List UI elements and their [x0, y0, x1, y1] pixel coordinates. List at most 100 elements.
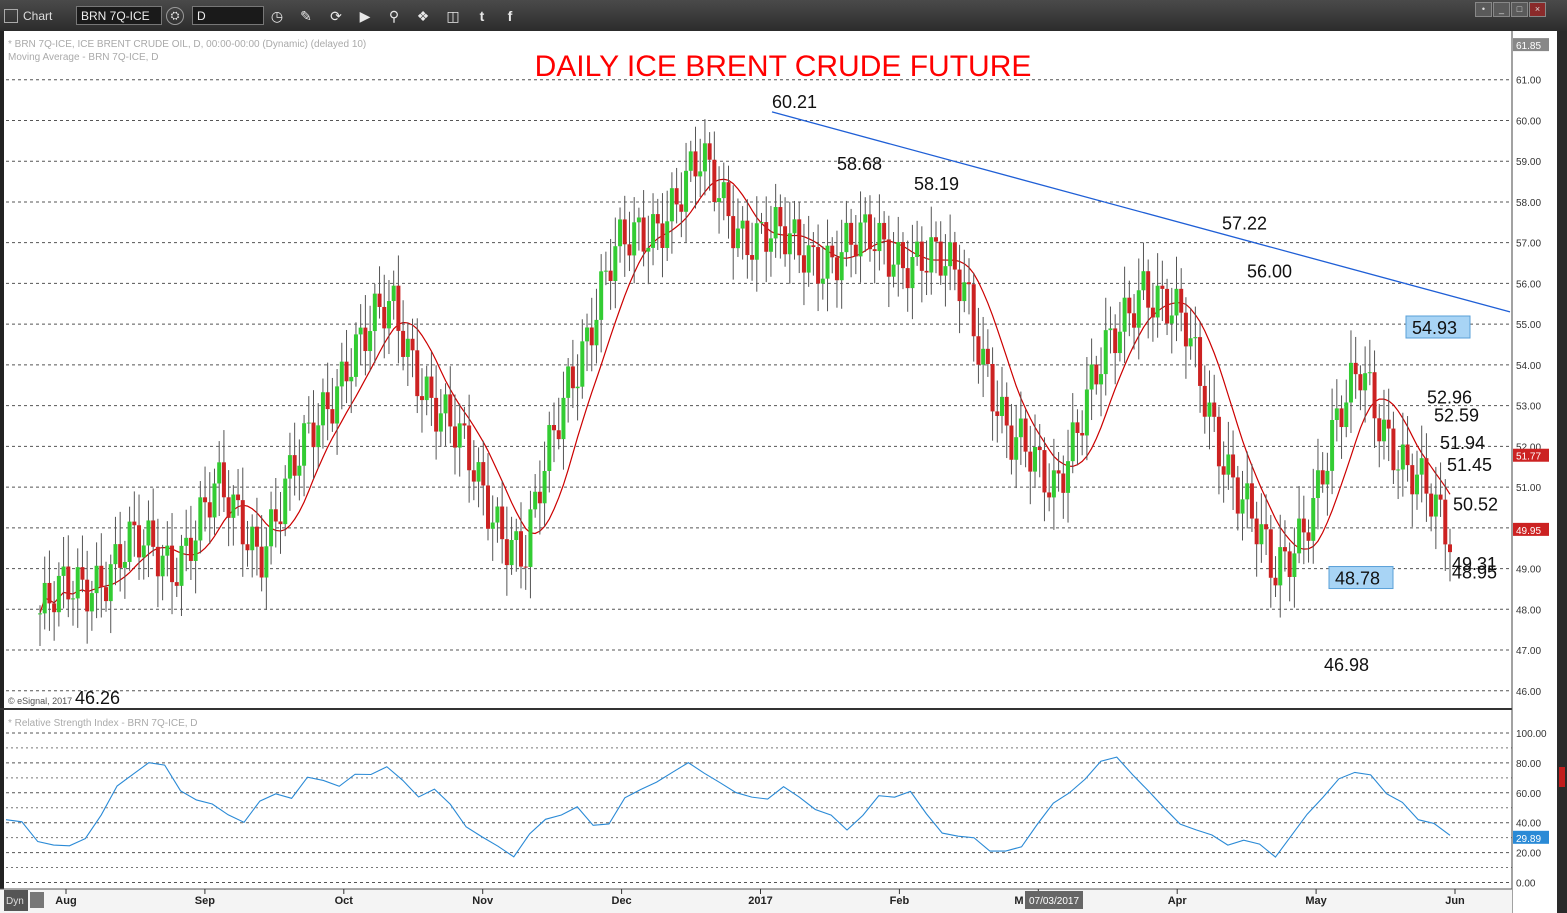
candle-body	[1414, 474, 1419, 495]
candle-body	[915, 241, 920, 258]
price-chart[interactable]: 61.85 61.00 60.00 59.00 58.00 57.00 56.00 55.00…	[0, 31, 1557, 913]
candle-body	[1136, 290, 1141, 328]
candle-body	[1433, 494, 1438, 517]
candle-body	[1339, 408, 1344, 428]
candle-body	[146, 520, 151, 546]
candle-body	[528, 509, 533, 567]
candle-body	[391, 285, 396, 302]
candle-body	[1113, 328, 1118, 354]
candle-body	[599, 271, 604, 320]
candle-body	[910, 257, 915, 289]
header-line-2: Moving Average - BRN 7Q-ICE, D	[8, 52, 158, 63]
dyn-button[interactable]	[4, 890, 28, 911]
candle-body	[401, 330, 406, 357]
date-label: May	[1305, 895, 1327, 907]
candle-body	[1226, 454, 1231, 475]
candle-body	[1282, 547, 1287, 552]
moving-average-layer	[39, 178, 1451, 614]
candle-body	[372, 293, 377, 332]
symbol-input[interactable]: BRN 7Q-ICE	[76, 6, 162, 25]
candle-body	[382, 306, 387, 329]
cycle-icon[interactable]: ⟳	[330, 7, 342, 24]
candle-body	[52, 603, 57, 613]
candle-body	[1391, 428, 1396, 471]
moving-average-line	[39, 178, 1451, 614]
scroll-icon[interactable]	[30, 892, 44, 908]
candle-body	[1231, 454, 1236, 478]
interval-input[interactable]: D	[192, 6, 264, 25]
candle-body	[1108, 328, 1113, 331]
trendline-layer	[771, 111, 1511, 313]
candle-body	[1028, 451, 1033, 472]
pencil-icon[interactable]: ✎	[300, 7, 312, 24]
candle-body	[1051, 470, 1056, 498]
candle-body	[1018, 418, 1023, 438]
candlestick-layer	[38, 119, 1452, 646]
candle-body	[179, 545, 184, 586]
candle-body	[184, 537, 189, 546]
candle-body	[1033, 447, 1038, 472]
candle-body	[1099, 374, 1104, 385]
candle-body	[684, 170, 689, 212]
candle-body	[830, 245, 835, 258]
candle-body	[495, 506, 500, 523]
candle-body	[335, 386, 340, 424]
candle-body	[764, 222, 769, 252]
candle-body	[198, 497, 203, 541]
candle-body	[325, 392, 330, 410]
facebook-icon[interactable]: f	[507, 8, 513, 24]
candle-body	[363, 327, 368, 352]
candle-body	[674, 188, 679, 205]
candle-body	[292, 455, 297, 476]
candle-body	[853, 244, 858, 257]
candle-body	[467, 425, 472, 471]
candle-body	[151, 520, 156, 547]
annotation-label: 60.21	[772, 92, 817, 112]
candle-body	[61, 566, 66, 576]
candle-body	[618, 219, 623, 247]
candle-body	[1235, 477, 1240, 514]
candle-body	[452, 426, 457, 448]
tag-icon[interactable]: ❖	[416, 7, 430, 24]
close-icon[interactable]: ×	[1529, 2, 1546, 17]
candle-body	[603, 270, 608, 272]
zoom-icon[interactable]: ⚲	[388, 7, 400, 24]
interval-clock-icon[interactable]: ◷	[270, 7, 284, 24]
candle-body	[193, 540, 198, 561]
annotation-label: 52.96	[1427, 387, 1472, 407]
candle-body	[269, 509, 274, 547]
pin-icon[interactable]: •	[1475, 2, 1492, 17]
date-label: Oct	[335, 895, 354, 907]
candle-body	[122, 561, 127, 568]
candle-body	[886, 239, 891, 277]
candle-body	[943, 266, 948, 276]
candle-body	[1330, 420, 1335, 471]
twitter-icon[interactable]: t	[479, 8, 485, 24]
candle-body	[415, 350, 420, 397]
candle-body	[1080, 432, 1085, 436]
minimize-icon[interactable]: _	[1493, 2, 1510, 17]
candle-body	[702, 143, 707, 172]
candle-body	[985, 348, 990, 365]
price-tick-label: 48.00	[1516, 605, 1541, 616]
candle-body	[316, 425, 321, 448]
restore-icon[interactable]: □	[1511, 2, 1528, 17]
candle-body	[320, 392, 325, 426]
play-icon[interactable]: ▶	[359, 7, 371, 24]
candle-body	[203, 497, 208, 503]
candle-body	[820, 278, 825, 284]
candle-body	[47, 582, 52, 604]
layout-icon[interactable]: ⛭	[166, 7, 184, 25]
chart-title: DAILY ICE BRENT CRUDE FUTURE	[535, 50, 1032, 83]
comment-icon[interactable]: ◫	[446, 7, 460, 24]
candle-body	[339, 361, 344, 387]
candle-body	[665, 221, 670, 248]
price-tick-label: 55.00	[1516, 320, 1541, 331]
candle-body	[816, 247, 821, 284]
candle-body	[438, 413, 443, 432]
candle-body	[1042, 450, 1047, 493]
annotation-label: 52.59	[1434, 405, 1479, 425]
date-label: Nov	[472, 895, 494, 907]
annotation-label: 48.95	[1452, 563, 1497, 583]
candle-body	[905, 268, 910, 289]
